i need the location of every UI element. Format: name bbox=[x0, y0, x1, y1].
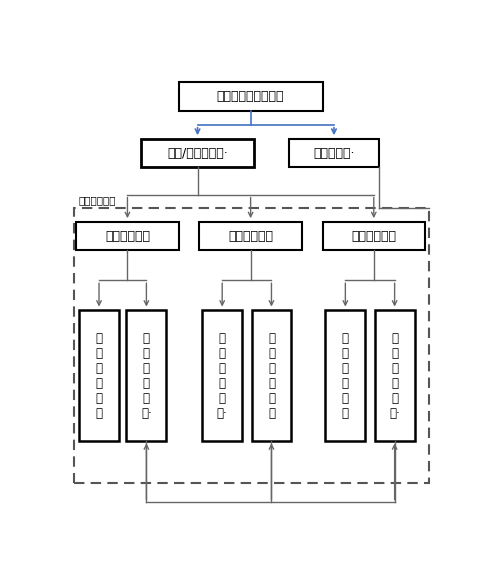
Text: 内部/混合模式档·: 内部/混合模式档· bbox=[167, 147, 227, 160]
FancyBboxPatch shape bbox=[199, 222, 301, 250]
Text: 调制模式选项: 调制模式选项 bbox=[350, 230, 395, 243]
FancyBboxPatch shape bbox=[325, 310, 365, 441]
FancyBboxPatch shape bbox=[322, 222, 424, 250]
Text: 内部模式逻辑: 内部模式逻辑 bbox=[78, 196, 116, 206]
Text: 旋转开关式模式旋钮: 旋转开关式模式旋钮 bbox=[216, 90, 284, 103]
Text: 外部模式档·: 外部模式档· bbox=[313, 147, 354, 160]
Text: 调
制
外
部
模
式·: 调 制 外 部 模 式· bbox=[388, 332, 399, 420]
Text: 功
率
外
部
模
式: 功 率 外 部 模 式 bbox=[267, 332, 274, 420]
FancyBboxPatch shape bbox=[141, 139, 254, 167]
FancyBboxPatch shape bbox=[76, 222, 178, 250]
FancyBboxPatch shape bbox=[374, 310, 414, 441]
Text: 触发模式选项: 触发模式选项 bbox=[105, 230, 150, 243]
FancyBboxPatch shape bbox=[79, 310, 119, 441]
Text: 触
发
内
部
模
式: 触 发 内 部 模 式 bbox=[95, 332, 102, 420]
FancyBboxPatch shape bbox=[251, 310, 291, 441]
Text: 调
制
内
部
模
式: 调 制 内 部 模 式 bbox=[341, 332, 348, 420]
FancyBboxPatch shape bbox=[202, 310, 242, 441]
FancyBboxPatch shape bbox=[126, 310, 166, 441]
FancyBboxPatch shape bbox=[178, 82, 322, 111]
FancyBboxPatch shape bbox=[288, 139, 379, 167]
Text: 功率模式选项: 功率模式选项 bbox=[227, 230, 273, 243]
Text: 触
发
外
部
模
式·: 触 发 外 部 模 式· bbox=[141, 332, 151, 420]
Text: 功
率
内
部
模
式·: 功 率 内 部 模 式· bbox=[216, 332, 227, 420]
